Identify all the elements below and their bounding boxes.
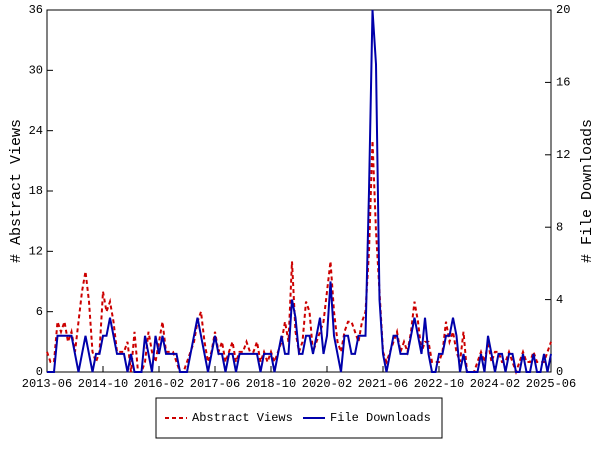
x-tick-label: 2017-06 bbox=[190, 377, 240, 391]
legend-label: File Downloads bbox=[330, 411, 431, 425]
x-tick-label: 2016-02 bbox=[134, 377, 184, 391]
y-tick-label: 12 bbox=[29, 245, 43, 259]
x-tick-label: 2018-10 bbox=[246, 377, 296, 391]
y2-axis-label: # File Downloads bbox=[579, 119, 596, 263]
x-tick-label: 2022-10 bbox=[414, 377, 464, 391]
legend-label: Abstract Views bbox=[192, 411, 293, 425]
x-tick-label: 2013-06 bbox=[22, 377, 72, 391]
y2-tick-label: 12 bbox=[556, 148, 570, 162]
y-axis-label: # Abstract Views bbox=[8, 119, 25, 263]
series-line bbox=[47, 9, 552, 373]
y2-tick-label: 16 bbox=[556, 76, 570, 90]
x-tick-label: 2024-02 bbox=[470, 377, 520, 391]
y2-tick-label: 20 bbox=[556, 3, 570, 17]
y2-tick-label: 0 bbox=[556, 365, 563, 379]
legend-box bbox=[155, 397, 443, 439]
y2-tick-label: 4 bbox=[556, 293, 563, 307]
y-tick-label: 0 bbox=[36, 365, 43, 379]
y-tick-label: 18 bbox=[29, 184, 43, 198]
y-tick-label: 24 bbox=[29, 124, 43, 138]
y-tick-label: 30 bbox=[29, 64, 43, 78]
x-tick-label: 2014-10 bbox=[78, 377, 128, 391]
plot-frame bbox=[46, 9, 552, 373]
x-tick-label: 2025-06 bbox=[526, 377, 576, 391]
y-tick-label: 6 bbox=[36, 305, 43, 319]
x-tick-label: 2020-02 bbox=[302, 377, 352, 391]
y2-tick-label: 8 bbox=[556, 220, 563, 234]
y-tick-label: 36 bbox=[29, 3, 43, 17]
series-line bbox=[46, 140, 552, 376]
x-tick-label: 2021-06 bbox=[358, 377, 408, 391]
